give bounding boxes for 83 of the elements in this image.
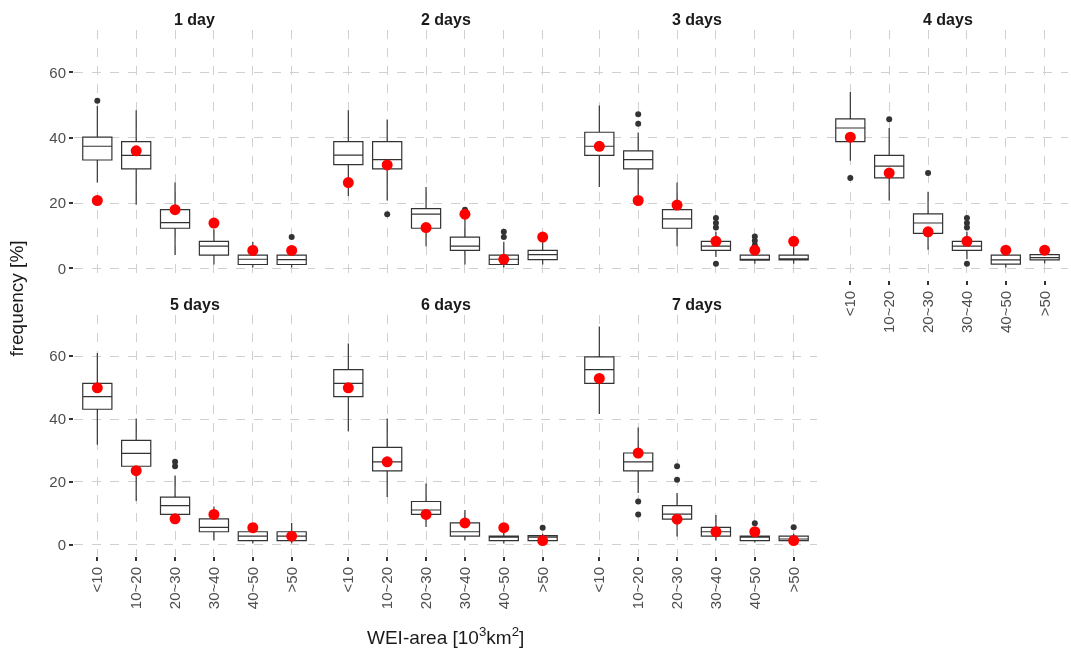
y-tick-label: 60 — [49, 63, 66, 81]
x-tick-label: 10~20 — [378, 567, 396, 610]
y-tick-label: 20 — [49, 194, 66, 212]
chart-title: 5 days — [170, 296, 220, 313]
x-tick-label: >50 — [784, 567, 802, 593]
chart-title: 1 day — [174, 11, 216, 28]
x-tick-label: <10 — [339, 567, 357, 593]
point — [130, 145, 142, 157]
point — [593, 140, 605, 152]
point — [381, 456, 393, 468]
point — [459, 208, 471, 220]
chart-title: 6 days — [421, 296, 471, 313]
point — [130, 465, 142, 477]
point — [671, 199, 683, 211]
point — [749, 526, 761, 538]
point — [593, 372, 605, 384]
y-tick-label: 40 — [49, 129, 66, 147]
x-tick-label: 30~40 — [204, 567, 222, 610]
point — [632, 447, 644, 459]
point — [1039, 244, 1051, 256]
x-tick-label: >50 — [1035, 290, 1053, 317]
x-tick-label: 30~40 — [957, 290, 975, 333]
x-tick-label: 20~30 — [165, 567, 183, 610]
point — [922, 226, 934, 238]
point — [498, 253, 510, 265]
point — [342, 177, 354, 189]
x-tick-label: 30~40 — [706, 567, 724, 610]
chart-title: 3 days — [672, 11, 722, 28]
y-tick-label: 40 — [49, 410, 66, 428]
point — [671, 513, 683, 525]
point — [247, 522, 259, 534]
y-tick-label: 20 — [49, 473, 66, 491]
x-tick-label: 20~30 — [918, 290, 936, 333]
point — [749, 244, 761, 256]
point — [208, 508, 220, 520]
point — [459, 517, 471, 529]
point — [420, 222, 432, 234]
point — [208, 217, 220, 229]
point — [710, 526, 722, 538]
point — [381, 159, 393, 171]
x-tick-label: 10~20 — [127, 567, 145, 610]
x-tick-label: <10 — [590, 567, 608, 593]
y-tick-label: 0 — [57, 259, 66, 277]
point — [788, 235, 800, 247]
point — [788, 535, 800, 547]
x-tick-label: 40~50 — [996, 290, 1014, 333]
chart-title: 2 days — [421, 11, 471, 28]
x-tick-label: 10~20 — [629, 567, 647, 610]
point — [420, 508, 432, 520]
point — [961, 235, 973, 247]
point — [710, 235, 722, 247]
y-tick-label: 60 — [49, 347, 66, 365]
point — [169, 513, 181, 525]
x-tick-label: 20~30 — [667, 567, 685, 610]
x-tick-label: <10 — [841, 290, 859, 317]
x-tick-label: 30~40 — [455, 567, 473, 610]
point — [498, 522, 510, 534]
x-tick-label: 40~50 — [243, 567, 261, 610]
point — [286, 244, 298, 256]
point — [342, 382, 354, 394]
chart-title: 4 days — [923, 11, 973, 28]
point — [91, 382, 103, 394]
point — [632, 194, 644, 206]
point — [537, 535, 549, 547]
point — [1000, 244, 1012, 256]
point — [537, 231, 549, 243]
x-tick-label: >50 — [533, 567, 551, 593]
chart-title: 7 days — [672, 296, 722, 313]
point — [883, 167, 895, 179]
point — [286, 530, 298, 542]
y-axis-title: frequency [%] — [6, 240, 28, 357]
y-tick-label: 0 — [57, 536, 66, 554]
x-tick-label: >50 — [282, 567, 300, 593]
x-tick-label: 40~50 — [745, 567, 763, 610]
point — [247, 244, 259, 256]
x-tick-label: 40~50 — [494, 567, 512, 610]
point — [169, 204, 181, 216]
point — [91, 194, 103, 206]
x-tick-label: <10 — [88, 567, 106, 593]
x-axis-title: WEI-area [10$^{3}$km$^{2}$] — [367, 624, 525, 648]
point — [844, 131, 856, 143]
x-tick-label: 20~30 — [416, 567, 434, 610]
x-tick-label: 10~20 — [880, 290, 898, 333]
